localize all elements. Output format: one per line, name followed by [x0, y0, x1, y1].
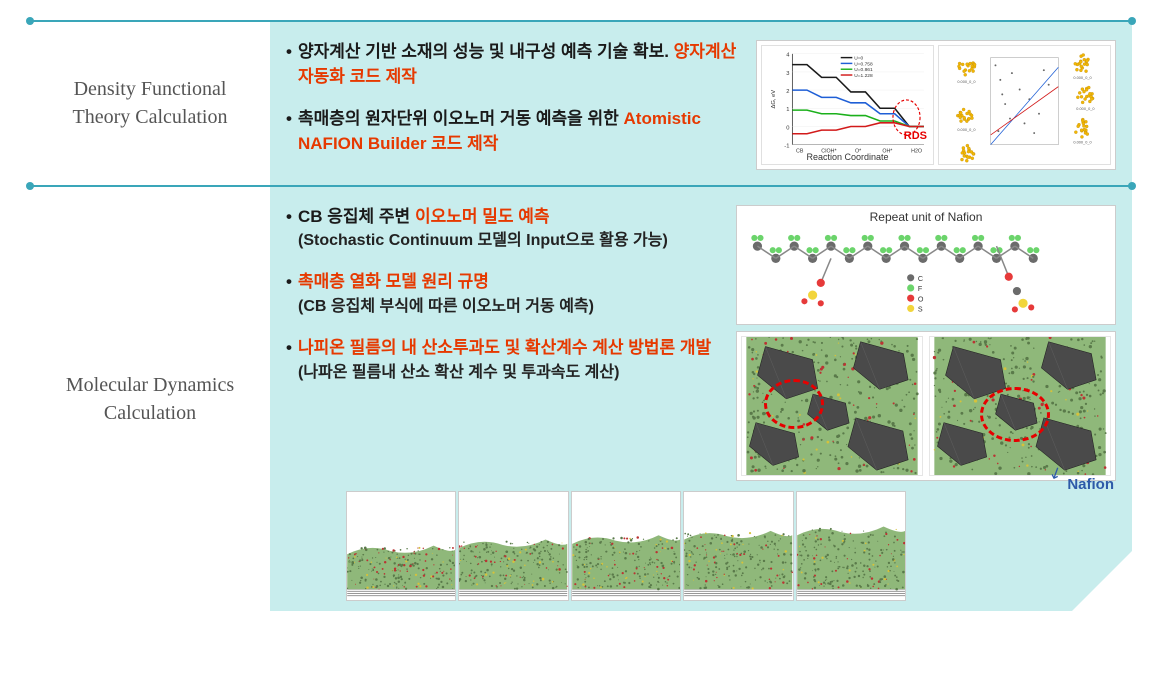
svg-text:-1: -1 — [784, 144, 789, 150]
dft-bullets: 양자계산 기반 소재의 성능 및 내구성 예측 기술 확보. 양자계산 자동화 … — [286, 40, 746, 175]
svg-text:S: S — [918, 305, 923, 313]
md-graphics: Repeat unit of Nafion CFOS — [736, 205, 1116, 481]
svg-text:F: F — [918, 285, 923, 293]
bullet-item: 촉매층 열화 모델 원리 규명(CB 응집체 부식에 따른 이오노머 거동 예측… — [286, 270, 726, 318]
md-bullets: CB 응집체 주변 이오노머 밀도 예측(Stochastic Continuu… — [286, 205, 726, 481]
svg-text:0.000_0_0: 0.000_0_0 — [957, 80, 975, 84]
md-sim-right — [929, 336, 1111, 476]
svg-text:U=0: U=0 — [854, 56, 863, 62]
film-frame — [571, 491, 681, 601]
dft-graphics: -101234CBCIOH*O*OH*H2OU=0U=0.758U=0.861U… — [756, 40, 1116, 175]
film-frame — [683, 491, 793, 601]
diffusion-film-strip — [346, 491, 906, 601]
svg-text:U=1.228: U=1.228 — [854, 73, 873, 79]
md-sim-left — [741, 336, 923, 476]
nafion-repeat-unit: Repeat unit of Nafion CFOS — [736, 205, 1116, 325]
svg-text:3: 3 — [786, 71, 789, 77]
svg-text:O: O — [918, 295, 924, 303]
dft-energy-chart: -101234CBCIOH*O*OH*H2OU=0U=0.758U=0.861U… — [761, 45, 934, 165]
dft-scatter-chart: 0.000_0_0 0.000_0_0 0.000_0_0 0.000_0_0 0.00… — [938, 45, 1111, 165]
svg-text:1: 1 — [786, 107, 789, 113]
nafion-caption: Repeat unit of Nafion — [737, 210, 1115, 224]
section-dft-title: Density Functional Theory Calculation — [30, 22, 270, 185]
dft-chart-panel: -101234CBCIOH*O*OH*H2OU=0U=0.758U=0.861U… — [756, 40, 1116, 170]
dft-x-axis-label: Reaction Coordinate — [762, 152, 933, 162]
svg-text:U=0.758: U=0.758 — [854, 61, 873, 67]
film-frame — [458, 491, 568, 601]
svg-text:0.000_0_0: 0.000_0_0 — [957, 128, 975, 132]
bullet-item: CB 응집체 주변 이오노머 밀도 예측(Stochastic Continuu… — [286, 205, 726, 253]
svg-text:U=0.861: U=0.861 — [854, 67, 873, 73]
svg-text:C: C — [918, 274, 923, 282]
corner-cut-decoration — [1072, 551, 1132, 611]
svg-text:2: 2 — [786, 89, 789, 95]
bullet-item: 양자계산 기반 소재의 성능 및 내구성 예측 기술 확보. 양자계산 자동화 … — [286, 40, 746, 89]
svg-text:0.000_0_0: 0.000_0_0 — [1073, 141, 1091, 145]
svg-text:0.000_0_0: 0.000_0_0 — [1073, 76, 1091, 80]
rds-label: RDS — [904, 130, 927, 142]
section-md-content: CB 응집체 주변 이오노머 밀도 예측(Stochastic Continuu… — [270, 187, 1132, 611]
film-frame — [346, 491, 456, 601]
section-md-title: Molecular Dynamics Calculation — [30, 187, 270, 611]
nafion-arrow-label: Nafion — [1067, 476, 1114, 493]
svg-text:0: 0 — [786, 125, 789, 131]
bullet-item: 나피온 필름의 내 산소투과도 및 확산계수 계산 방법론 개발(나파온 필름내… — [286, 336, 726, 384]
svg-text:0.000_0_0: 0.000_0_0 — [1076, 107, 1094, 111]
svg-text:ΔG, eV: ΔG, eV — [771, 90, 777, 109]
md-simulation-boxes — [736, 331, 1116, 481]
section-dft-content: 양자계산 기반 소재의 성능 및 내구성 예측 기술 확보. 양자계산 자동화 … — [270, 22, 1132, 185]
svg-text:4: 4 — [786, 53, 790, 59]
section-md: Molecular Dynamics Calculation CB 응집체 주변… — [30, 185, 1132, 611]
section-dft: Density Functional Theory Calculation 양자… — [30, 20, 1132, 185]
bullet-item: 촉매층의 원자단위 이오노머 거동 예측을 위한 Atomistic NAFIO… — [286, 107, 746, 156]
film-frame — [796, 491, 906, 601]
